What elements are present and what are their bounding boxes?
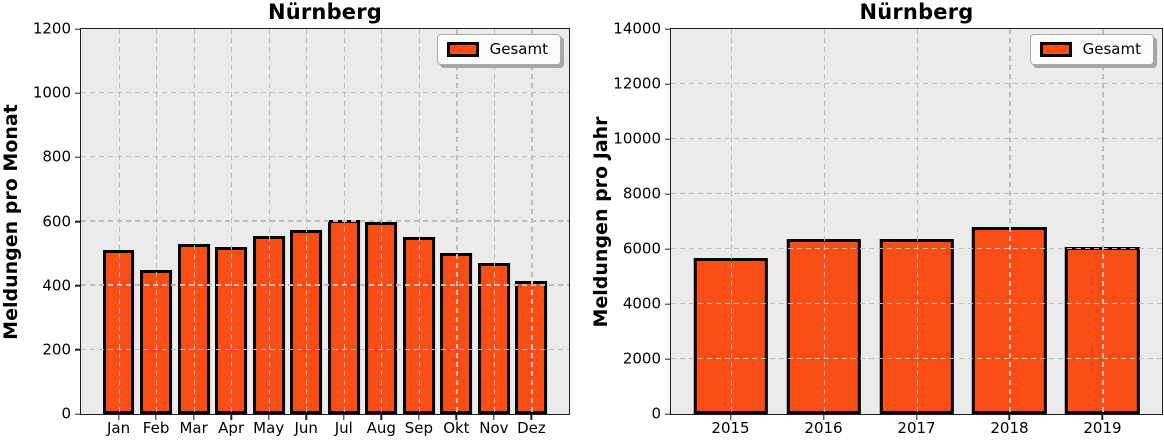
grid-line-horizontal xyxy=(81,156,569,158)
y-tick-label: 400 xyxy=(42,276,71,295)
y-tick-label: 10000 xyxy=(613,129,661,148)
bar-2017 xyxy=(879,239,954,414)
y-tick-label: 1000 xyxy=(32,83,71,102)
bar-Apr xyxy=(215,247,248,414)
y-tick-mark xyxy=(664,248,670,250)
bar-Aug xyxy=(365,222,398,414)
x-tick-label: Dez xyxy=(517,419,546,437)
chart-title: Nürnberg xyxy=(859,0,974,24)
x-tick-mark xyxy=(729,415,732,421)
bar-Nov xyxy=(477,263,510,414)
y-tick-mark xyxy=(74,28,80,30)
bar-Feb xyxy=(140,269,173,414)
grid-line-horizontal xyxy=(81,91,569,94)
y-tick-label: 0 xyxy=(651,404,661,423)
x-tick-mark xyxy=(915,415,918,421)
grid-line-horizontal xyxy=(671,192,1162,194)
bar-May xyxy=(252,235,285,414)
x-tick-label: Jul xyxy=(334,419,353,437)
y-tick-mark xyxy=(664,303,670,305)
monthly-chart: Nürnberg Meldungen pro Monat Gesamt 0 200… xyxy=(0,0,570,436)
x-tick-mark xyxy=(380,415,382,421)
bar-2016 xyxy=(786,238,861,414)
x-tick-label: Mar xyxy=(179,419,208,437)
y-tick-mark xyxy=(664,83,670,85)
y-tick-label: 1200 xyxy=(32,19,71,38)
bar-Jun xyxy=(290,230,323,414)
y-tick-mark xyxy=(74,349,80,351)
bar-Okt xyxy=(440,252,473,414)
y-tick-label: 0 xyxy=(61,404,71,423)
y-tick-label: 800 xyxy=(42,147,71,166)
y-tick-mark xyxy=(664,413,670,415)
y-tick-label: 8000 xyxy=(622,184,661,203)
y-tick-label: 4000 xyxy=(622,294,661,313)
x-tick-label: 2017 xyxy=(897,419,936,437)
bar-2015 xyxy=(693,257,768,414)
y-tick-label: 200 xyxy=(42,340,71,359)
legend: Gesamt xyxy=(436,34,561,65)
x-tick-mark xyxy=(1008,415,1011,421)
legend-color-swatch xyxy=(1039,41,1072,57)
x-tick-mark xyxy=(1101,415,1104,421)
legend-label: Gesamt xyxy=(489,40,548,58)
bar-Jan xyxy=(102,250,135,414)
y-tick-label: 600 xyxy=(42,212,71,230)
y-tick-label: 14000 xyxy=(613,19,661,38)
y-tick-mark xyxy=(74,156,80,159)
y-tick-mark xyxy=(74,284,80,287)
x-tick-label: Aug xyxy=(366,419,396,437)
x-tick-label: Feb xyxy=(142,419,170,437)
legend-color-swatch xyxy=(446,41,479,57)
x-tick-label: Okt xyxy=(443,419,470,437)
bar-Mar xyxy=(177,243,210,414)
x-tick-label: Apr xyxy=(218,419,245,437)
y-tick-mark xyxy=(664,358,670,360)
x-tick-label: 2015 xyxy=(711,419,750,437)
bar-Dez xyxy=(515,280,548,414)
x-tick-label: 2019 xyxy=(1083,419,1122,437)
x-tick-label: Jun xyxy=(294,419,318,437)
y-tick-mark xyxy=(74,92,80,94)
x-tick-mark xyxy=(530,415,533,421)
y-tick-label: 2000 xyxy=(622,349,661,368)
grid-line-horizontal xyxy=(671,82,1162,84)
x-tick-label: Sep xyxy=(404,419,433,437)
grid-line-horizontal xyxy=(671,137,1162,139)
x-tick-mark xyxy=(192,415,195,421)
bar-2018 xyxy=(972,227,1047,414)
x-tick-mark xyxy=(822,415,825,421)
y-tick-mark xyxy=(664,138,670,140)
x-tick-mark xyxy=(155,415,157,421)
y-tick-label: 6000 xyxy=(622,239,661,258)
grid-line-horizontal xyxy=(81,220,569,222)
y-tick-label: 12000 xyxy=(613,74,661,93)
x-tick-mark xyxy=(418,415,420,421)
x-tick-mark xyxy=(493,415,495,421)
chart-title: Nürnberg xyxy=(267,0,383,24)
x-tick-label: 2018 xyxy=(990,419,1029,437)
x-tick-mark xyxy=(230,415,232,421)
x-tick-label: Jan xyxy=(106,419,131,437)
x-tick-mark xyxy=(305,415,307,421)
y-tick-mark xyxy=(664,193,670,195)
bar-Jul xyxy=(327,219,360,414)
legend: Gesamt xyxy=(1029,34,1154,65)
y-tick-mark xyxy=(74,413,80,415)
x-tick-mark xyxy=(455,415,458,421)
legend-label: Gesamt xyxy=(1082,40,1141,58)
x-tick-label: May xyxy=(253,419,285,437)
y-tick-mark xyxy=(74,220,80,223)
x-tick-label: 2016 xyxy=(804,419,843,437)
yearly-chart: Nürnberg Meldungen pro Jahr Gesamt 0 2000… xyxy=(590,0,1163,436)
bar-Sep xyxy=(402,237,435,414)
bar-2019 xyxy=(1065,246,1140,414)
x-tick-mark xyxy=(267,415,270,421)
x-tick-mark xyxy=(117,415,120,421)
y-tick-mark xyxy=(664,28,670,30)
x-tick-mark xyxy=(343,415,345,421)
x-tick-label: Nov xyxy=(479,419,509,437)
